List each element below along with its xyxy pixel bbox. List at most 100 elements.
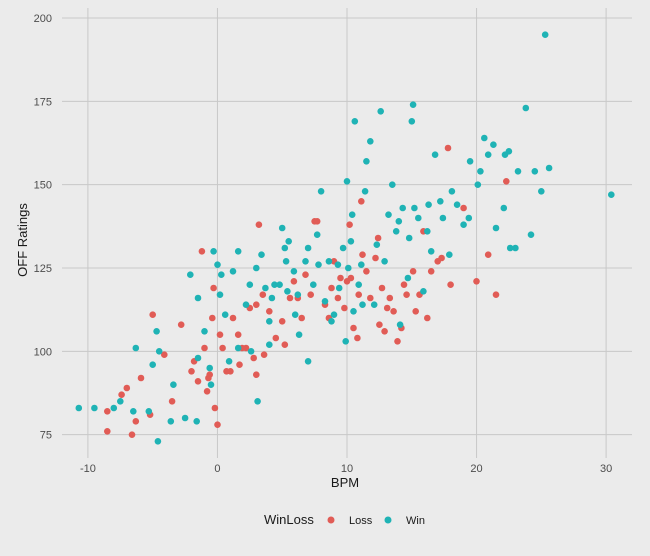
loss-point	[201, 344, 208, 352]
win-point	[145, 408, 153, 415]
loss-point	[383, 304, 391, 312]
win-point	[132, 344, 140, 352]
win-point	[221, 311, 229, 319]
win-point	[370, 301, 378, 309]
loss-point	[359, 251, 366, 258]
x-axis-title: BPM	[331, 475, 359, 490]
win-point	[330, 311, 338, 319]
win-point	[446, 251, 453, 258]
win-point	[282, 258, 290, 265]
win-point	[266, 318, 273, 325]
win-point	[214, 261, 221, 269]
loss-point	[177, 321, 185, 329]
loss-point	[168, 398, 176, 405]
win-point	[110, 404, 118, 412]
loss-point	[255, 221, 263, 228]
loss-point	[302, 271, 309, 279]
loss-point	[149, 311, 156, 319]
y-tick-label: 125	[34, 263, 52, 275]
win-point	[304, 244, 312, 252]
win-point	[481, 134, 488, 142]
loss-point	[381, 328, 388, 335]
win-point	[242, 301, 250, 309]
win-point	[514, 168, 522, 175]
loss-point	[227, 368, 234, 375]
win-point	[334, 261, 342, 269]
win-point	[207, 381, 215, 389]
loss-point	[203, 388, 211, 395]
win-point	[460, 221, 467, 228]
win-point	[216, 291, 224, 299]
loss-point	[400, 281, 408, 289]
loss-point	[298, 314, 306, 322]
loss-point	[394, 338, 401, 345]
win-point	[266, 341, 273, 349]
win-point	[343, 178, 351, 185]
loss-point	[412, 308, 420, 315]
win-point	[194, 294, 202, 302]
legend-win-label: Win	[406, 515, 425, 527]
loss-point	[346, 221, 353, 228]
y-tick-label: 75	[40, 430, 52, 442]
loss-point	[278, 318, 286, 325]
loss-point	[447, 281, 454, 289]
win-point	[229, 268, 237, 275]
loss-point	[484, 251, 492, 258]
win-point	[425, 201, 432, 208]
loss-point	[252, 371, 260, 379]
win-point	[187, 271, 194, 279]
win-point	[295, 331, 303, 339]
loss-point	[403, 291, 410, 299]
win-point	[404, 274, 412, 282]
win-point	[427, 248, 435, 255]
win-point	[304, 358, 312, 365]
loss-point	[216, 331, 224, 339]
win-point	[465, 214, 473, 222]
win-point	[254, 398, 261, 405]
win-point	[276, 281, 283, 289]
loss-point	[358, 198, 365, 205]
win-point	[345, 264, 352, 272]
x-tick-label: -10	[80, 463, 96, 475]
win-point	[153, 328, 160, 335]
loss-point	[118, 391, 125, 399]
legend-title: WinLoss	[264, 512, 314, 527]
loss-point	[137, 374, 145, 382]
loss-point	[376, 321, 383, 329]
win-point	[608, 191, 615, 198]
loss-point	[206, 371, 213, 379]
loss-point	[492, 291, 500, 299]
win-point	[512, 244, 519, 252]
legend: WinLoss Loss Win	[264, 512, 425, 527]
win-point	[91, 404, 98, 412]
win-point	[75, 404, 83, 412]
win-point	[342, 338, 350, 345]
win-point	[395, 218, 403, 225]
y-tick-label: 175	[34, 96, 52, 108]
loss-point	[194, 378, 202, 385]
loss-point	[337, 274, 344, 282]
loss-point	[444, 144, 452, 152]
win-point	[271, 281, 278, 289]
loss-point	[313, 218, 321, 225]
win-point	[278, 224, 286, 232]
loss-point	[236, 361, 243, 369]
loss-point	[132, 418, 140, 425]
win-point	[392, 228, 400, 235]
win-point	[335, 284, 343, 292]
win-point	[415, 214, 422, 222]
win-point	[359, 301, 366, 309]
win-point	[361, 188, 369, 195]
loss-point	[409, 268, 417, 275]
win-point	[281, 244, 289, 252]
win-point	[258, 251, 265, 258]
legend-loss-swatch	[327, 516, 335, 524]
win-point	[439, 214, 447, 222]
win-point	[541, 31, 549, 38]
win-point	[247, 348, 255, 355]
loss-point	[503, 178, 510, 185]
loss-point	[363, 268, 370, 275]
win-point	[268, 294, 276, 302]
loss-point	[272, 334, 280, 342]
